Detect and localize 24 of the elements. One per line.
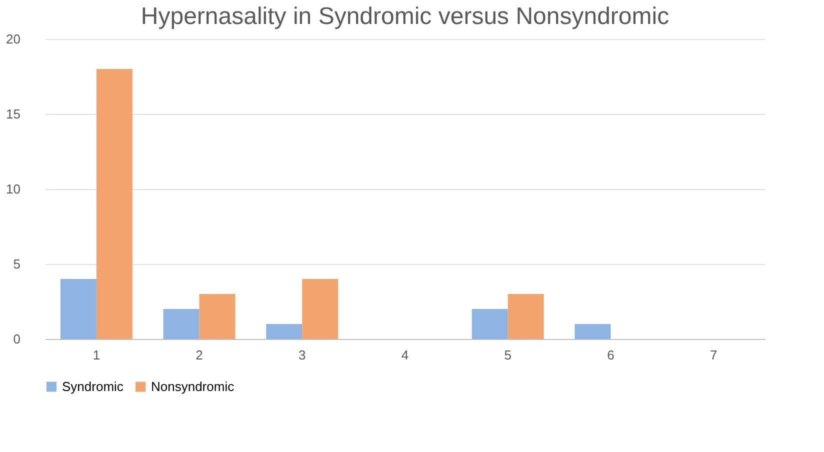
x-tick-label: 6 [607, 348, 614, 362]
bar [60, 279, 96, 339]
x-tick-label: 4 [401, 348, 409, 362]
x-tick-label: 2 [196, 348, 203, 362]
bar [508, 294, 544, 339]
bar [472, 309, 508, 339]
bar [163, 309, 200, 339]
bar [574, 324, 611, 339]
chart-title: Hypernasality in Syndromic versus Nonsyndromic [140, 3, 670, 30]
y-tick-label: 10 [6, 182, 20, 196]
bar [96, 69, 132, 339]
y-tick-label: 0 [13, 332, 20, 346]
y-tick-label: 15 [6, 106, 20, 122]
legend-label: Syndromic [62, 378, 124, 394]
bar [199, 294, 236, 339]
x-tick-label: 5 [504, 348, 512, 362]
x-tick-label: 3 [298, 348, 306, 362]
bar [302, 279, 338, 339]
legend-label: Nonsyndromic [151, 378, 235, 394]
x-tick-label: 1 [92, 348, 100, 362]
y-tick-label: 5 [13, 256, 20, 272]
bar [266, 324, 302, 339]
y-tick-label: 20 [6, 32, 20, 46]
x-tick-label: 7 [710, 348, 718, 362]
